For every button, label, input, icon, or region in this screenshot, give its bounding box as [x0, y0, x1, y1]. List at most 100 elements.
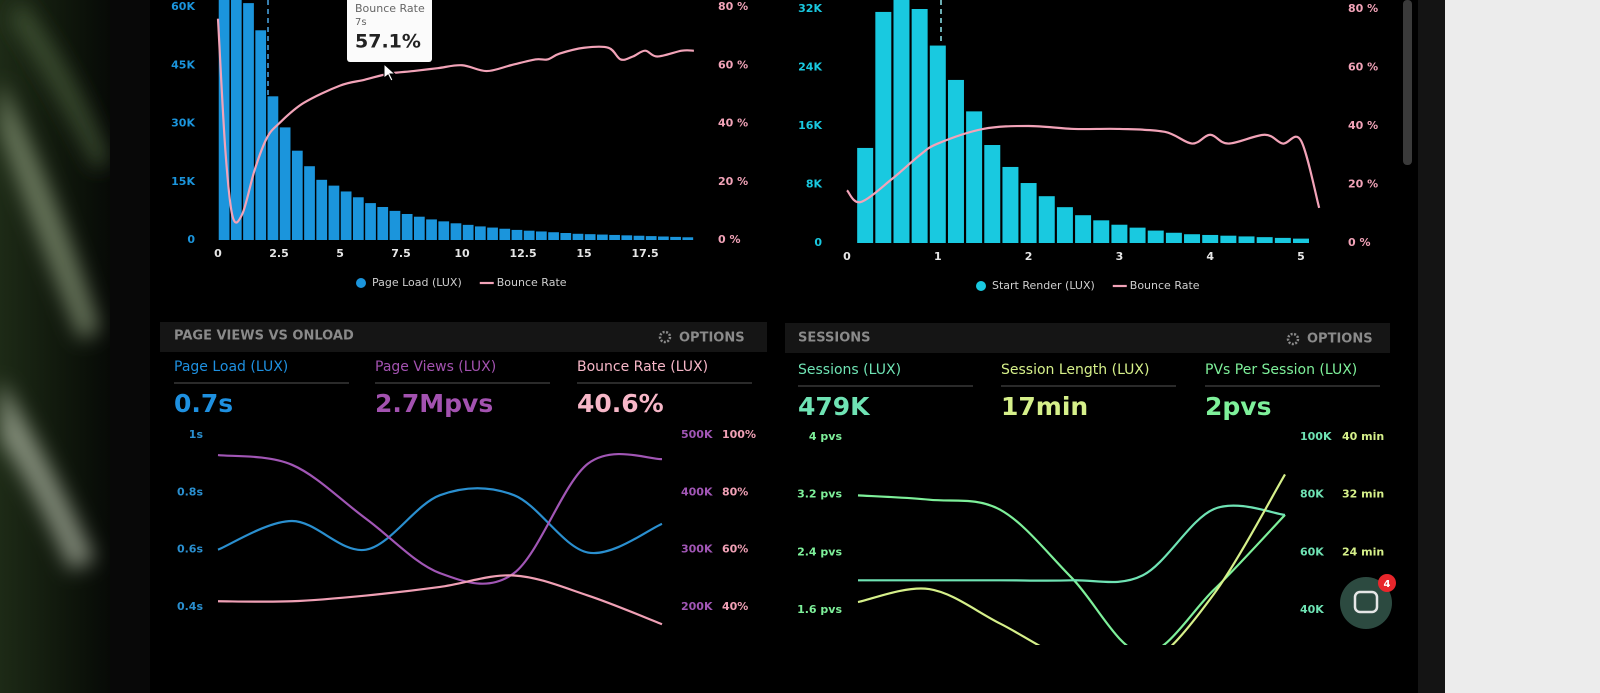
- tick-label: 80K: [1300, 488, 1324, 501]
- x-tick-label: 0: [843, 250, 851, 263]
- tick-label: 16K: [798, 119, 822, 132]
- bar: [523, 230, 535, 240]
- bar: [365, 203, 376, 240]
- tick-label: 400K: [681, 485, 713, 498]
- plant-leaves: [0, 0, 110, 570]
- plot-area: [857, 473, 1286, 645]
- x-tick-label: 12.5: [509, 247, 536, 260]
- line-series: [858, 504, 1286, 584]
- bar: [291, 150, 303, 240]
- bar: [413, 216, 425, 240]
- tick-label: 0 %: [1348, 236, 1371, 249]
- tick-label: 80 %: [1348, 2, 1378, 15]
- tick-label: 1s: [189, 428, 204, 441]
- tick-label: 3.2 pvs: [797, 488, 842, 501]
- tick-label: 0.6s: [177, 543, 203, 556]
- bar: [621, 235, 633, 240]
- options-button[interactable]: OPTIONS: [679, 331, 745, 346]
- bar: [560, 233, 572, 240]
- tick-label: 80 %: [718, 0, 748, 13]
- legend-label: Page Load (LUX): [372, 276, 462, 289]
- tick-label: 24K: [798, 61, 822, 74]
- chat-badge-count: 4: [1384, 579, 1391, 590]
- chat-button[interactable]: [1340, 577, 1392, 629]
- bar: [1020, 183, 1037, 243]
- tick-label: 24 min: [1342, 545, 1384, 558]
- cursor: [383, 62, 397, 82]
- bar: [682, 237, 694, 240]
- x-tick-label: 7.5: [391, 247, 411, 260]
- bar: [279, 127, 291, 240]
- bar: [328, 185, 340, 240]
- x-tick-label: 2.5: [269, 247, 289, 260]
- tick-label: 40 min: [1342, 430, 1384, 443]
- bar: [499, 228, 511, 240]
- x-tick-label: 0: [214, 247, 222, 260]
- tick-label: 40 %: [718, 117, 748, 130]
- monitor-bezel: [1418, 0, 1445, 693]
- tick-label: 200K: [681, 600, 713, 613]
- tick-label: 100%: [722, 428, 756, 441]
- tooltip: [347, 0, 432, 62]
- stat-value: 17min: [1001, 392, 1088, 421]
- x-tick-label: 10: [454, 247, 470, 260]
- tooltip-x: 7s: [355, 17, 367, 28]
- scrollbar: [1403, 0, 1412, 165]
- monitor-bezel: [110, 0, 150, 693]
- tick-label: 100K: [1300, 430, 1332, 443]
- bar: [255, 30, 267, 240]
- bar: [352, 197, 364, 240]
- stat-label: Page Load (LUX): [174, 359, 288, 375]
- bar: [1147, 230, 1164, 243]
- gear-icon[interactable]: [658, 330, 672, 344]
- bar: [1184, 234, 1201, 243]
- tick-label: 60%: [722, 543, 748, 556]
- tick-label: 20 %: [1348, 178, 1378, 191]
- tick-label: 60K: [171, 0, 195, 13]
- bar: [1202, 234, 1219, 243]
- line-series: [217, 452, 663, 585]
- stat-value: 2pvs: [1205, 392, 1271, 421]
- options-button[interactable]: OPTIONS: [1307, 332, 1373, 347]
- bar: [316, 179, 328, 240]
- bar: [1274, 237, 1291, 243]
- bar: [633, 235, 645, 240]
- tick-label: 0.8s: [177, 485, 203, 498]
- panel-title: PAGE VIEWS VS ONLOAD: [174, 329, 354, 344]
- tick-label: 0: [187, 233, 195, 246]
- bar: [609, 234, 620, 240]
- plot-area: [217, 452, 663, 626]
- gear-icon[interactable]: [1286, 332, 1300, 346]
- tick-label: 500K: [681, 428, 713, 441]
- bar: [438, 221, 450, 240]
- bar: [947, 79, 964, 243]
- bar: [487, 227, 498, 240]
- legend-swatch: [976, 281, 986, 291]
- bar: [893, 0, 910, 243]
- bar: [426, 219, 437, 240]
- legend-label: Start Render (LUX): [992, 279, 1095, 292]
- plant-blur: [0, 0, 120, 693]
- tick-label: 60 %: [1348, 61, 1378, 74]
- bar: [1093, 220, 1110, 243]
- x-tick-label: 5: [1297, 250, 1305, 263]
- bar: [230, 0, 242, 240]
- bar: [911, 9, 928, 243]
- bar: [645, 236, 657, 240]
- tick-label: 15K: [171, 175, 195, 188]
- stat-value: 40.6%: [577, 389, 664, 418]
- stat-label: Page Views (LUX): [375, 359, 496, 375]
- x-tick-label: 2: [1025, 250, 1033, 263]
- line-series: [217, 487, 663, 555]
- bar: [1238, 236, 1255, 243]
- bar: [267, 96, 279, 240]
- line-series: [217, 574, 663, 626]
- x-tick-label: 5: [336, 247, 344, 260]
- legend-swatch: [356, 278, 366, 288]
- bar: [1111, 224, 1128, 243]
- tick-label: 32K: [798, 2, 822, 15]
- tick-label: 0 %: [718, 233, 741, 246]
- tick-label: 40K: [1300, 603, 1324, 616]
- bar: [1165, 232, 1182, 243]
